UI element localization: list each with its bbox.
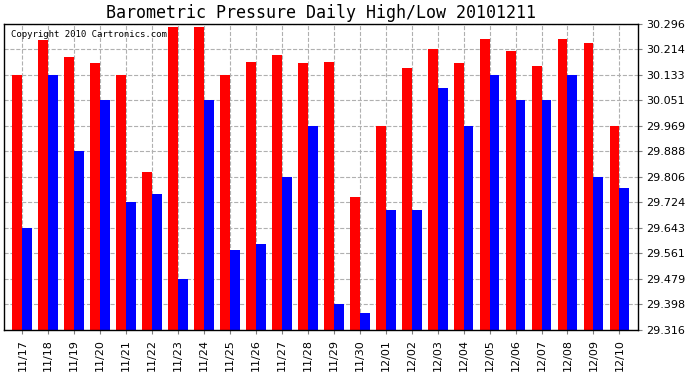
Bar <box>230 251 240 330</box>
Bar <box>298 63 308 330</box>
Bar <box>246 62 256 330</box>
Bar <box>542 100 551 330</box>
Bar <box>308 126 318 330</box>
Bar <box>359 313 370 330</box>
Bar <box>490 75 500 330</box>
Bar <box>64 57 75 330</box>
Bar <box>558 39 567 330</box>
Text: Copyright 2010 Cartronics.com: Copyright 2010 Cartronics.com <box>10 30 166 39</box>
Bar <box>567 75 578 330</box>
Bar <box>168 27 178 330</box>
Bar <box>48 75 58 330</box>
Bar <box>593 177 603 330</box>
Bar <box>75 151 84 330</box>
Bar <box>506 51 515 330</box>
Bar <box>480 39 490 330</box>
Bar <box>515 100 525 330</box>
Bar <box>609 126 620 330</box>
Bar <box>402 68 412 330</box>
Bar <box>256 244 266 330</box>
Bar <box>350 197 359 330</box>
Bar <box>334 304 344 330</box>
Bar <box>412 210 422 330</box>
Bar <box>152 194 162 330</box>
Bar <box>324 62 334 330</box>
Bar <box>272 55 282 330</box>
Bar <box>90 63 100 330</box>
Bar <box>220 75 230 330</box>
Bar <box>620 188 629 330</box>
Bar <box>22 228 32 330</box>
Bar <box>464 126 473 330</box>
Bar <box>584 43 593 330</box>
Bar <box>39 40 48 330</box>
Bar <box>126 202 136 330</box>
Bar <box>100 100 110 330</box>
Bar <box>428 50 437 330</box>
Bar <box>386 210 395 330</box>
Bar <box>142 172 152 330</box>
Bar <box>204 100 214 330</box>
Bar <box>117 75 126 330</box>
Bar <box>531 66 542 330</box>
Title: Barometric Pressure Daily High/Low 20101211: Barometric Pressure Daily High/Low 20101… <box>106 4 536 22</box>
Bar <box>178 279 188 330</box>
Bar <box>282 177 292 330</box>
Bar <box>454 63 464 330</box>
Bar <box>437 88 448 330</box>
Bar <box>12 75 22 330</box>
Bar <box>376 126 386 330</box>
Bar <box>194 27 204 330</box>
